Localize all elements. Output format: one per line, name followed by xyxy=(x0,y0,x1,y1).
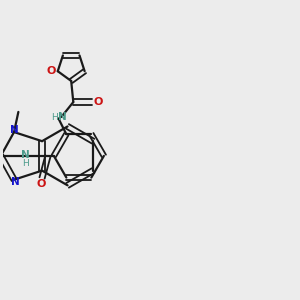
Text: H: H xyxy=(51,113,58,122)
Text: N: N xyxy=(58,112,66,122)
Text: N: N xyxy=(21,150,30,160)
Text: H: H xyxy=(22,159,28,168)
Text: O: O xyxy=(94,97,103,107)
Text: N: N xyxy=(10,125,18,135)
Text: O: O xyxy=(46,66,56,76)
Text: N: N xyxy=(11,177,20,187)
Text: O: O xyxy=(37,179,46,189)
